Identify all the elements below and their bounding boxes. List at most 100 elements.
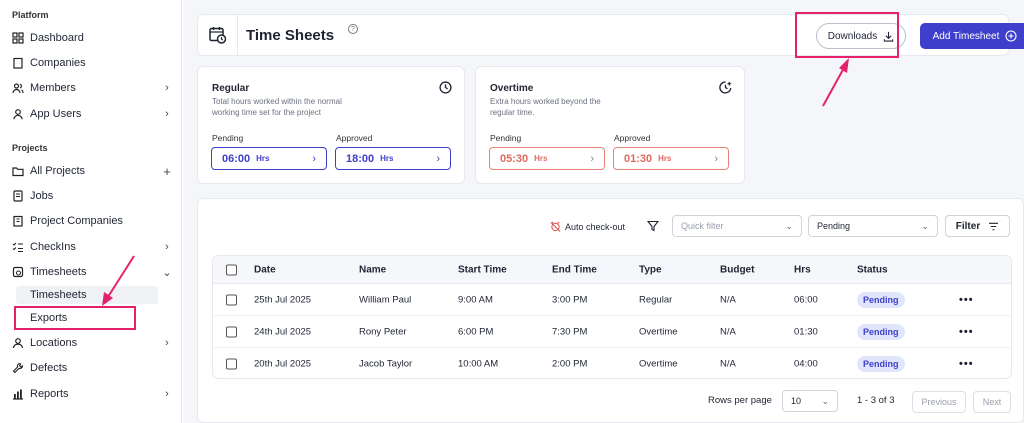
table-row[interactable]: 20th Jul 2025 Jacob Taylor 10:00 AM 2:00… [213, 348, 1011, 378]
rows-per-page-value: 10 [791, 396, 802, 406]
cell-start-time: 9:00 AM [458, 294, 493, 305]
table-row[interactable]: 24th Jul 2025 Rony Peter 6:00 PM 7:30 PM… [213, 316, 1011, 348]
sidebar-item-label: CheckIns [30, 241, 76, 253]
sidebar-item-locations[interactable]: Locations › [12, 334, 172, 352]
regular-pending-link[interactable]: 06:00 Hrs › [211, 147, 327, 170]
regular-hours-card: Regular Total hours worked within the no… [197, 66, 465, 184]
status-select[interactable]: Pending ⌄ [808, 215, 938, 237]
projects-section-label: Projects [12, 143, 48, 153]
auto-checkout-toggle[interactable]: Auto check-out [550, 221, 625, 232]
filter-icon[interactable] [647, 220, 659, 232]
cell-hrs: 04:00 [794, 358, 818, 370]
card-title: Regular [212, 83, 250, 94]
row-actions-menu[interactable]: ••• [959, 358, 974, 370]
sidebar-item-project-companies[interactable]: Project Companies [12, 212, 172, 230]
sidebar-subitem-label: Timesheets [30, 289, 87, 301]
hours-value: 05:30 [500, 152, 529, 165]
sidebar-item-label: Dashboard [30, 32, 84, 44]
row-checkbox[interactable] [226, 326, 237, 337]
clock-icon [439, 81, 452, 94]
chevron-right-icon: › [165, 241, 169, 253]
wrench-icon [12, 362, 24, 374]
sidebar-item-label: App Users [30, 108, 82, 120]
cell-type: Overtime [639, 326, 678, 337]
sidebar-item-companies[interactable]: Companies [12, 54, 172, 72]
column-header-end-time: End Time [552, 264, 597, 275]
next-page-button[interactable]: Next [973, 391, 1011, 413]
checklist-icon [12, 242, 23, 252]
cell-end-time: 2:00 PM [552, 358, 588, 370]
cell-end-time: 7:30 PM [552, 326, 588, 337]
regular-approved-link[interactable]: 18:00 Hrs › [335, 147, 451, 170]
sidebar-subitem-timesheets[interactable]: Timesheets [16, 286, 158, 304]
bar-chart-icon [13, 389, 23, 400]
sidebar-item-checkins[interactable]: CheckIns › [12, 238, 172, 256]
cell-name: Rony Peter [359, 326, 407, 337]
auto-checkout-label: Auto check-out [565, 221, 626, 232]
quick-filter-select[interactable]: Quick filter ⌄ [672, 215, 802, 237]
sidebar-item-label: Jobs [30, 190, 54, 202]
chevron-right-icon: › [436, 152, 440, 165]
overtime-pending-link[interactable]: 05:30 Hrs › [489, 147, 605, 170]
pending-label: Pending [212, 133, 244, 143]
timesheet-icon [12, 266, 24, 278]
sidebar-item-jobs[interactable]: Jobs [12, 187, 172, 205]
add-timesheet-button[interactable]: Add Timesheet [920, 23, 1024, 49]
row-checkbox[interactable] [226, 358, 237, 370]
chevron-down-icon: ⌄ [821, 395, 829, 406]
building-icon [13, 57, 23, 69]
clock-plus-icon [719, 81, 732, 94]
sidebar-subitem-exports[interactable]: Exports [16, 309, 158, 327]
dashboard-icon [12, 32, 24, 44]
folder-icon [12, 167, 24, 177]
downloads-button[interactable]: Downloads [816, 23, 906, 49]
sidebar-item-all-projects[interactable]: All Projects + [12, 162, 172, 180]
cell-type: Regular [639, 294, 673, 305]
plus-icon[interactable]: + [163, 163, 171, 179]
column-header-start-time: Start Time [458, 264, 507, 275]
hours-unit: Hrs [658, 154, 672, 163]
building-icon [13, 215, 23, 227]
sidebar-item-defects[interactable]: Defects [12, 359, 172, 377]
cell-budget: N/A [720, 326, 736, 337]
sidebar-item-label: Members [30, 82, 76, 94]
row-actions-menu[interactable]: ••• [959, 325, 974, 338]
help-icon[interactable]: ? [348, 24, 358, 34]
row-checkbox[interactable] [226, 294, 237, 305]
approved-label: Approved [336, 133, 373, 143]
sidebar-item-reports[interactable]: Reports › [12, 385, 172, 403]
sidebar-item-timesheets[interactable]: Timesheets ⌄ [12, 263, 172, 281]
filter-button[interactable]: Filter [945, 215, 1010, 237]
select-all-checkbox[interactable] [226, 264, 237, 275]
sidebar-item-app-users[interactable]: App Users › [12, 105, 172, 123]
page-title: Time Sheets [246, 27, 335, 44]
downloads-label: Downloads [827, 30, 878, 42]
rows-per-page-select[interactable]: 10 ⌄ [782, 390, 838, 412]
overtime-approved-link[interactable]: 01:30 Hrs › [613, 147, 729, 170]
sidebar-item-label: Defects [30, 362, 68, 374]
filter-lines-icon [989, 222, 999, 230]
previous-page-button[interactable]: Previous [912, 391, 966, 413]
column-header-name: Name [359, 264, 387, 275]
overtime-hours-card: Overtime Extra hours worked beyond the r… [475, 66, 745, 184]
download-icon [884, 31, 894, 42]
chevron-right-icon: › [165, 337, 169, 349]
table-row[interactable]: 25th Jul 2025 William Paul 9:00 AM 3:00 … [213, 284, 1011, 316]
chevron-down-icon: ⌄ [162, 266, 172, 279]
cell-name: Jacob Taylor [359, 358, 413, 370]
sidebar-item-label: All Projects [30, 165, 86, 177]
sidebar-item-dashboard[interactable]: Dashboard [12, 29, 172, 47]
annotation-highlight-exports [14, 306, 136, 330]
column-header-type: Type [639, 264, 662, 275]
status-select-value: Pending [817, 221, 851, 231]
pagination-range: 1 - 3 of 3 [857, 395, 895, 406]
chevron-down-icon: ⌄ [785, 220, 793, 231]
sidebar-item-label: Reports [30, 388, 69, 400]
cell-hrs: 06:00 [794, 294, 818, 305]
chevron-down-icon: ⌄ [921, 220, 929, 231]
sidebar-item-members[interactable]: Members › [12, 79, 172, 97]
sidebar-item-label: Timesheets [30, 266, 87, 278]
main-content: Time Sheets ? Downloads Add Timesheet Re… [183, 0, 1024, 423]
row-actions-menu[interactable]: ••• [959, 293, 974, 306]
hours-unit: Hrs [256, 154, 270, 163]
